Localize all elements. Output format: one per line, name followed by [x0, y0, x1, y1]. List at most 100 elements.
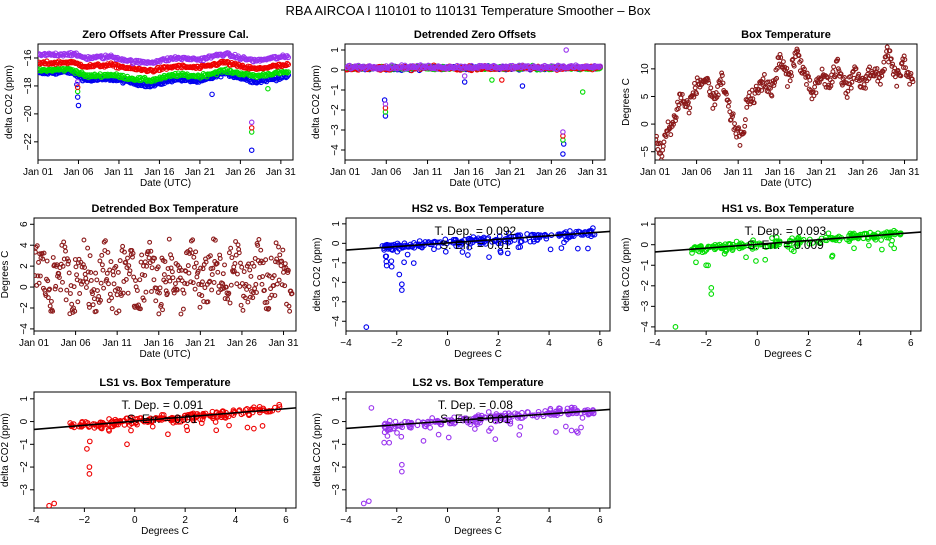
data-point [192, 286, 198, 292]
data-point [215, 269, 221, 275]
data-point [101, 285, 107, 291]
plot-frame [37, 43, 294, 161]
data-point [383, 243, 390, 249]
data-point [803, 74, 809, 80]
data-point [846, 238, 853, 245]
x-tick-label: Jan 11 [103, 338, 133, 349]
panel-detrended_zero: Detrended Zero Offsets Jan 01 Jan 06 Jan 11… [311, 29, 608, 189]
data-point [146, 255, 152, 261]
data-point [265, 85, 271, 92]
data-point [672, 324, 679, 330]
data-point [158, 417, 165, 423]
data-point [122, 249, 127, 255]
data-point [737, 142, 743, 148]
data-point [37, 273, 43, 279]
data-point [134, 421, 140, 428]
data-point [750, 237, 756, 244]
y-tick-label: 6 [19, 221, 30, 227]
data-point [780, 59, 786, 65]
y-tick-label: 1 [19, 396, 30, 402]
data-point [160, 307, 165, 313]
data-point [143, 289, 149, 295]
data-point [769, 93, 775, 99]
data-point [209, 91, 215, 98]
data-point [237, 283, 243, 289]
data-point [58, 287, 64, 293]
data-point [741, 129, 747, 135]
data-point [244, 287, 250, 292]
y-axis-label: Degrees C [0, 251, 11, 299]
data-point [227, 300, 233, 306]
data-point [47, 286, 53, 292]
data-point [161, 272, 167, 278]
data-point [191, 264, 197, 270]
x-tick-label: Jan 31 [890, 167, 920, 178]
data-point [50, 255, 56, 260]
y-tick-label: −2 [330, 104, 341, 116]
fit-line [346, 230, 610, 251]
data-point [679, 91, 685, 97]
data-point [184, 427, 191, 434]
x-tick-label: 2 [806, 338, 812, 349]
data-point [100, 267, 106, 273]
data-point [74, 272, 80, 278]
data-point [563, 47, 569, 53]
y-tick-label: −2 [640, 280, 651, 292]
data-point [766, 89, 771, 95]
data-point [804, 82, 809, 87]
data-point [853, 66, 859, 72]
y-tick-label: 10 [640, 63, 651, 75]
data-point [73, 264, 79, 270]
x-tick-label: −2 [700, 338, 712, 349]
data-point [147, 239, 153, 245]
data-point [88, 278, 94, 283]
data-point [778, 55, 784, 60]
data-point [284, 70, 290, 76]
data-point [866, 242, 872, 249]
data-point [763, 244, 769, 250]
data-point [838, 71, 844, 77]
x-tick-label: −2 [79, 515, 91, 526]
data-point [231, 268, 237, 274]
data-point [184, 281, 190, 287]
y-tick-label: −2 [331, 461, 342, 473]
data-point [283, 69, 289, 75]
data-point [888, 56, 894, 62]
data-point [139, 272, 145, 278]
panel-hs2_vs_box: HS2 vs. Box Temperature −4 −2 0 2 4 6 −4 −3 −2 −1 0… [312, 203, 611, 360]
data-point [396, 422, 402, 429]
data-point [222, 262, 227, 268]
fit-annotation: T. Dep. = 0.092 [434, 224, 516, 238]
data-point [427, 424, 433, 431]
data-point [856, 71, 862, 77]
data-point [48, 298, 54, 304]
data-point [84, 446, 90, 452]
data-point [137, 306, 143, 312]
x-tick-label: −4 [340, 515, 352, 526]
data-point [217, 256, 223, 261]
data-point [280, 247, 286, 253]
data-point [739, 243, 745, 250]
data-point [461, 79, 468, 85]
data-point [282, 261, 288, 267]
data-point [687, 105, 693, 111]
data-point [141, 263, 146, 269]
data-point [251, 263, 257, 269]
data-point [523, 63, 529, 69]
data-point [464, 252, 471, 258]
data-point [398, 461, 405, 468]
data-point [842, 75, 847, 80]
data-point [655, 133, 659, 139]
data-point [885, 53, 891, 59]
data-point [117, 258, 123, 264]
data-point [52, 286, 58, 292]
data-point [485, 409, 492, 415]
data-point [742, 117, 748, 123]
data-point [879, 73, 885, 79]
x-tick-label: Jan 26 [536, 167, 566, 178]
x-tick-label: Jan 16 [144, 167, 174, 178]
data-point [67, 291, 73, 296]
data-point [83, 285, 89, 290]
data-point [142, 272, 148, 278]
data-point [266, 305, 272, 311]
